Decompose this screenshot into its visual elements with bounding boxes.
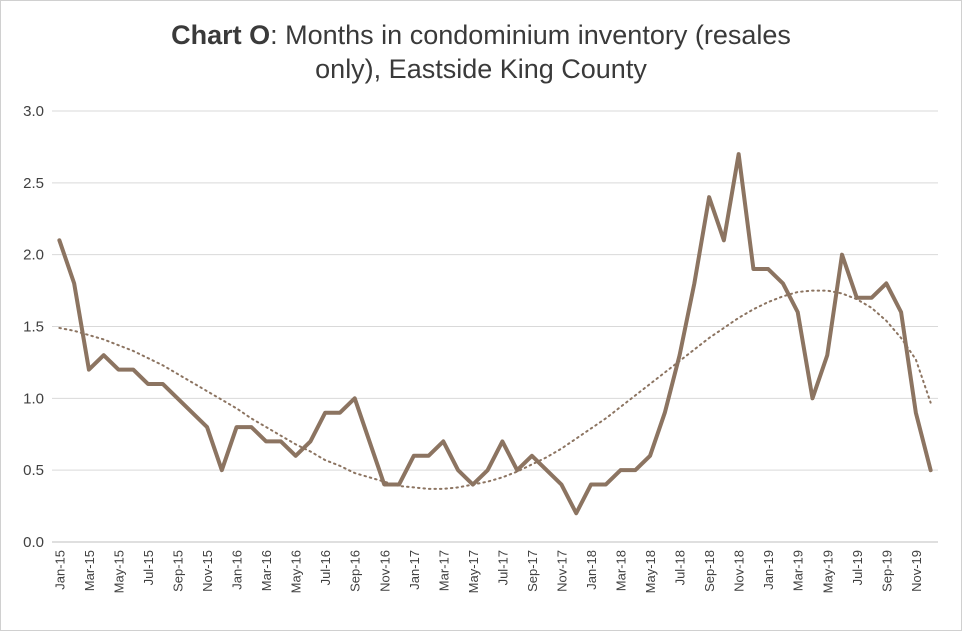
x-tick-label: Nov-17 [554,550,569,592]
x-tick-label: Jan-19 [761,550,776,590]
x-tick-label: Nov-15 [200,550,215,592]
x-tick-label: Nov-16 [377,550,392,592]
x-tick-label: Nov-19 [909,550,924,592]
y-axis-ticks: 0.0 0.5 1.0 1.5 2.0 2.5 3.0 [23,103,44,551]
x-tick-label: May-19 [820,550,835,593]
title-lead: Chart O [171,20,271,50]
x-tick-label: May-15 [111,550,126,593]
x-tick-label: Jan-18 [584,550,599,590]
title-line-2: only), Eastside King County [315,54,647,84]
x-tick-label: Mar-19 [791,550,806,591]
y-tick-label: 1.0 [23,390,44,407]
chart-title: Chart O: Months in condominium inventory… [0,18,962,86]
series-lines [57,152,933,516]
x-tick-label: Mar-16 [259,550,274,591]
inventory-series-line [57,152,933,516]
x-tick-label: Jul-18 [673,550,688,585]
title-line-1: Chart O: Months in condominium inventory… [0,18,962,52]
x-tick-label: Jan-16 [230,550,245,590]
x-tick-label: Sep-17 [525,550,540,592]
y-tick-label: 1.5 [23,319,44,336]
x-tick-label: May-16 [289,550,304,593]
y-tick-label: 0.5 [23,462,44,479]
y-tick-label: 0.0 [23,534,44,551]
x-tick-label: Sep-15 [171,550,186,592]
y-tick-label: 3.0 [23,103,44,120]
x-tick-label: Jan-17 [407,550,422,590]
x-tick-label: May-17 [466,550,481,593]
x-tick-label: Nov-18 [732,550,747,592]
x-tick-label: Jul-16 [318,550,333,585]
y-tick-label: 2.0 [23,247,44,264]
title-rest-1: : Months in condominium inventory (resal… [270,20,791,50]
x-axis-ticks: Jan-15 Mar-15 May-15 Jul-15 Sep-15 Nov-15 Jan-… [52,550,923,593]
x-tick-label: Jul-17 [495,550,510,585]
x-tick-label: Sep-18 [702,550,717,592]
gridlines [52,110,938,543]
x-tick-label: May-18 [643,550,658,593]
x-tick-label: Sep-19 [879,550,894,592]
x-tick-label: Jul-15 [141,550,156,585]
x-tick-label: Mar-18 [614,550,629,591]
trendline-series [58,289,932,490]
x-tick-label: Mar-15 [82,550,97,591]
x-tick-label: Sep-16 [348,550,363,592]
y-tick-label: 2.5 [23,175,44,192]
x-tick-label: Jan-15 [52,550,67,590]
x-tick-label: Mar-17 [436,550,451,591]
x-tick-label: Jul-19 [850,550,865,585]
